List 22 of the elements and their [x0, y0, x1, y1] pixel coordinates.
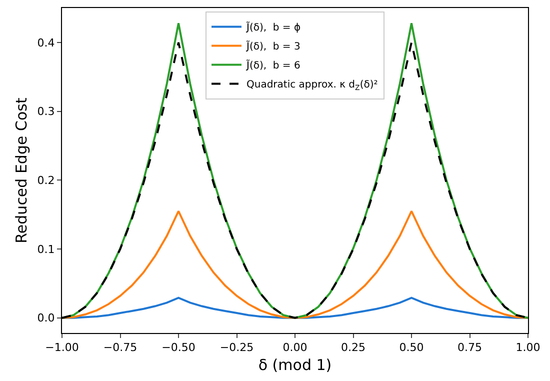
x-tick-label: 0.00 — [282, 341, 308, 354]
legend-label: J̃(δ), b = 3 — [245, 40, 300, 53]
x-tick-label: −0.50 — [162, 341, 196, 354]
y-tick-label: 0.3 — [37, 105, 55, 118]
x-axis-title: δ (mod 1) — [258, 356, 332, 374]
y-tick-label: 0.4 — [37, 36, 55, 50]
legend-label: J̃(δ), b = 6 — [245, 58, 300, 72]
line-series — [62, 210, 528, 319]
y-axis-title: Reduced Edge Cost — [12, 98, 31, 244]
legend-label: J̃(δ), b = ϕ — [245, 20, 301, 34]
legend-label: Quadratic approx. κ d$_{Z}$(δ)² — [246, 80, 378, 92]
x-tick-label: −1.00 — [45, 341, 79, 354]
y-tick-label: 0.0 — [37, 312, 55, 325]
y-tick-label: 0.1 — [37, 242, 55, 256]
y-tick-label: 0.2 — [37, 174, 55, 187]
x-tick-label: 0.75 — [458, 341, 482, 354]
x-tick-label: 0.25 — [341, 341, 366, 354]
x-tick-label: 0.50 — [399, 341, 424, 354]
x-tick-label: 1.00 — [516, 341, 540, 354]
x-tick-label: −0.25 — [220, 341, 254, 354]
line-series — [62, 296, 528, 319]
x-tick-label: −0.75 — [103, 341, 138, 354]
